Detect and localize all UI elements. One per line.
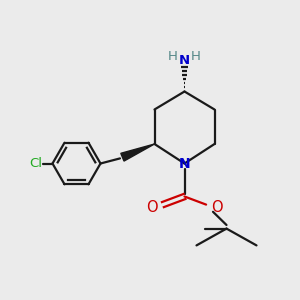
- Text: N: N: [179, 157, 190, 170]
- Text: H: H: [191, 50, 201, 63]
- Polygon shape: [121, 144, 154, 161]
- Text: O: O: [211, 200, 223, 215]
- Text: Cl: Cl: [29, 157, 43, 170]
- Text: O: O: [146, 200, 158, 215]
- Text: N: N: [179, 54, 190, 68]
- Text: H: H: [168, 50, 178, 63]
